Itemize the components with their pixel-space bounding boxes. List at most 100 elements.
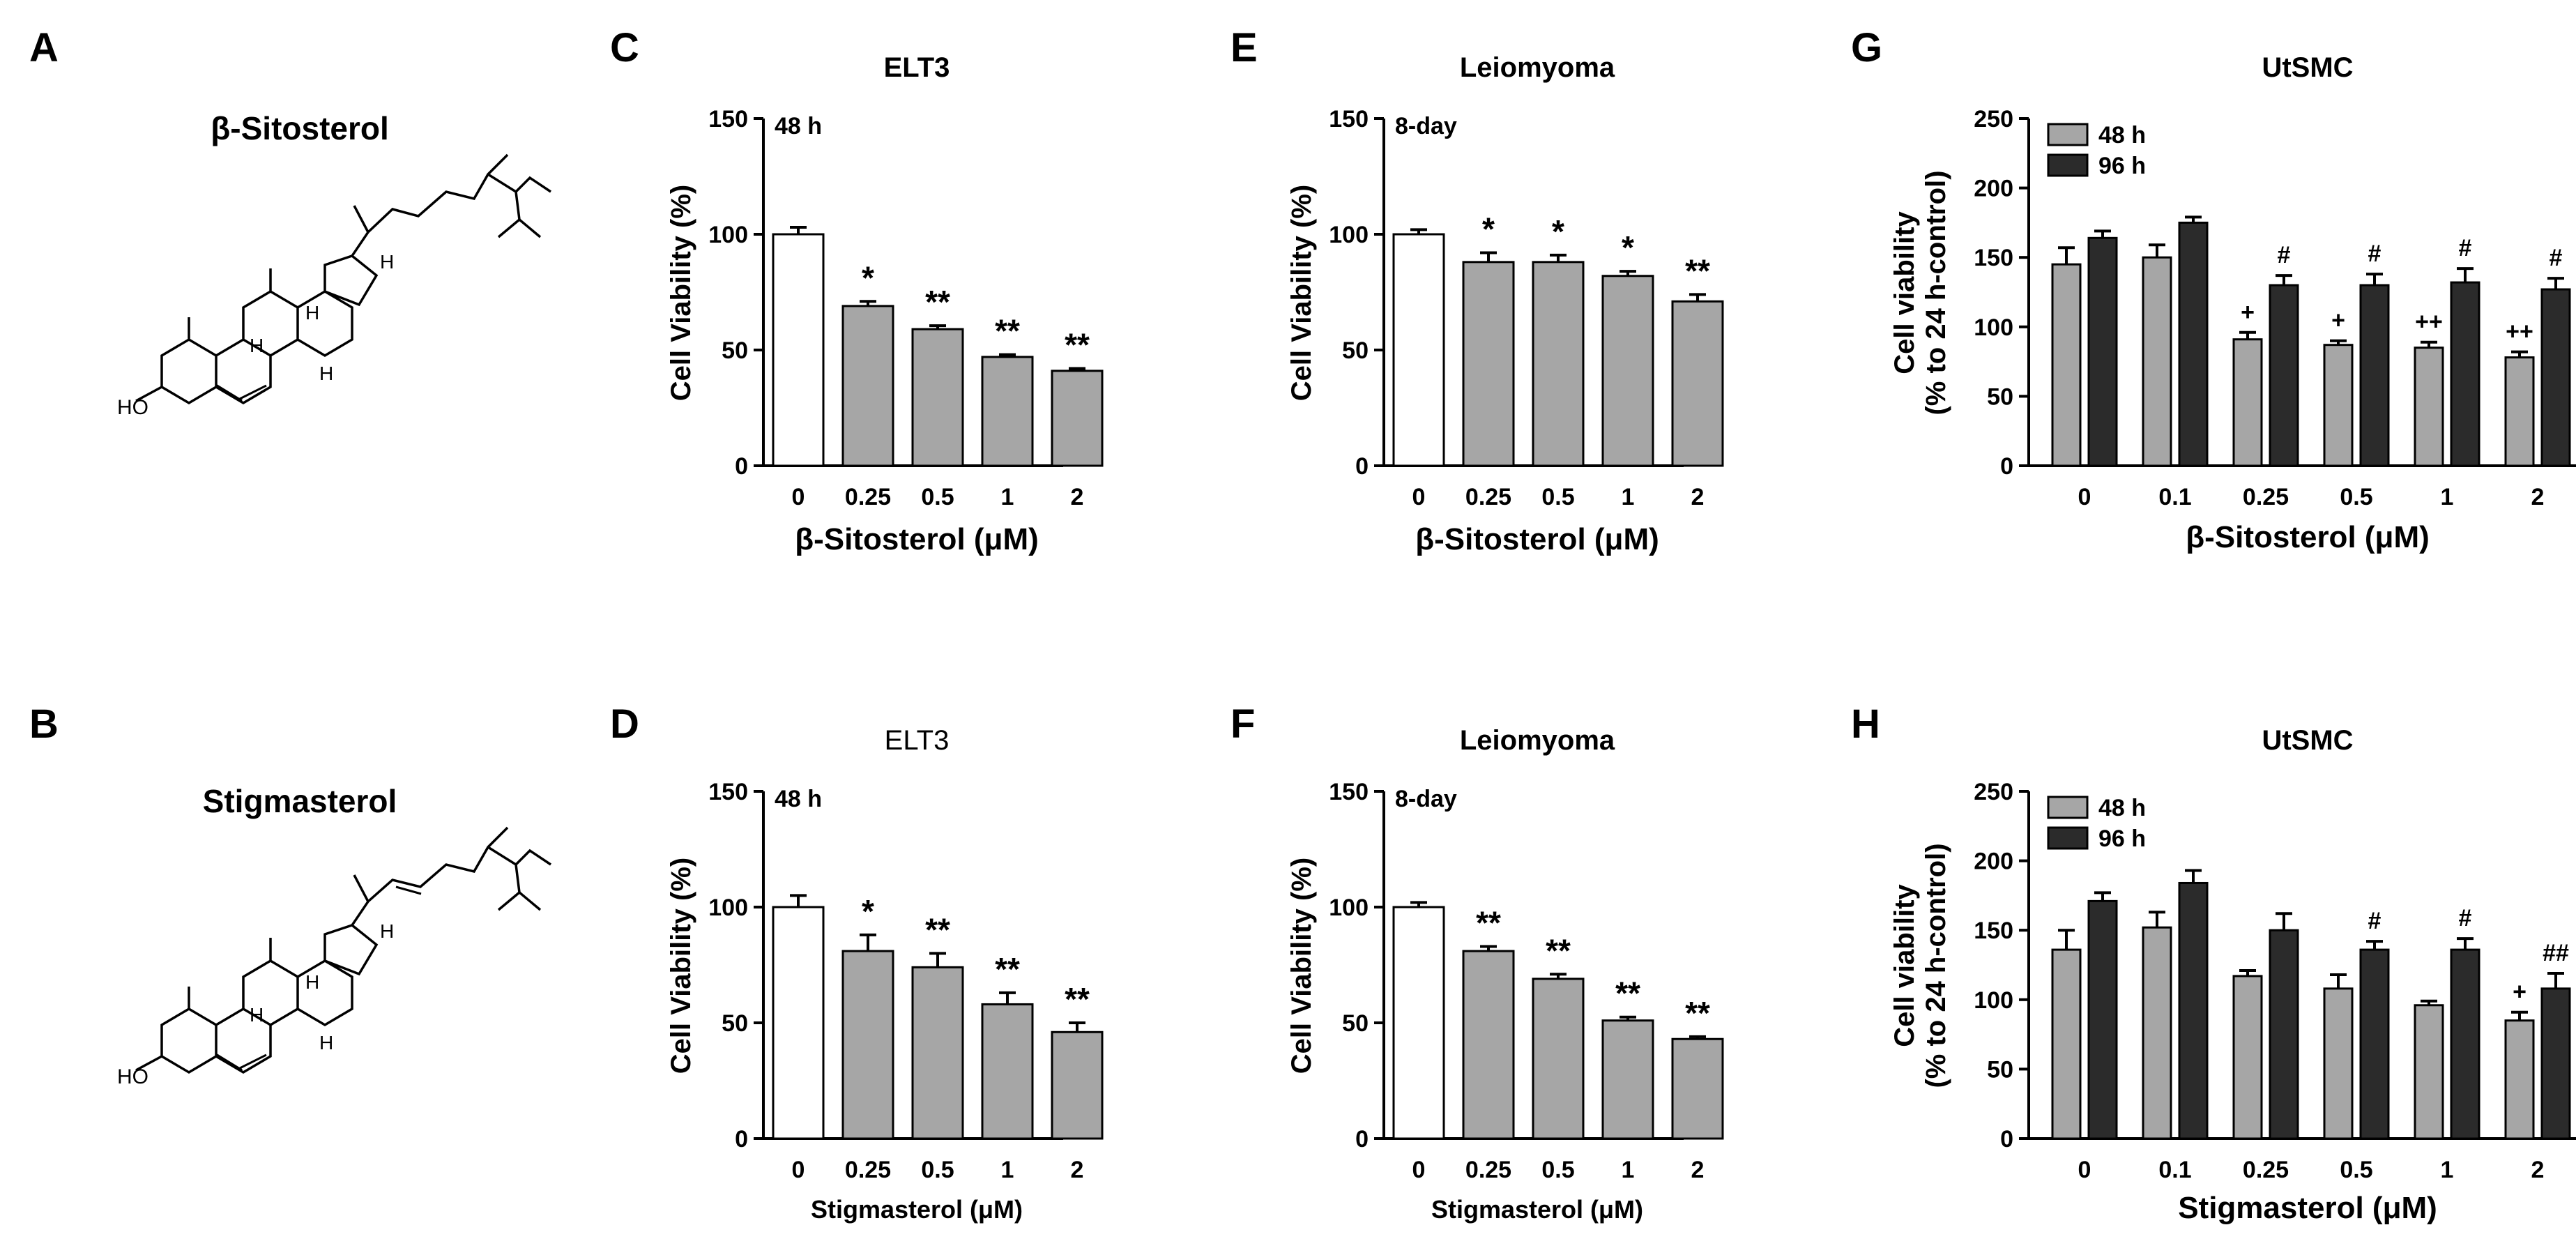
chart-c-xtick-label: 0.25 bbox=[845, 484, 891, 510]
chart-e-ytick-label: 50 bbox=[1342, 337, 1369, 364]
chart-e-xtick-label: 0 bbox=[1412, 484, 1426, 510]
chart-d-xtick-label: 1 bbox=[1001, 1157, 1014, 1183]
chart-g-xtick-label: 0.5 bbox=[2340, 484, 2372, 510]
chart-e-xtick-label: 0.25 bbox=[1465, 484, 1511, 510]
chart-g-ylabel: Cell viability bbox=[1889, 211, 1920, 374]
chart-g-ytick-label: 250 bbox=[1974, 106, 2013, 132]
chart-e-sig-label: * bbox=[1482, 211, 1495, 248]
structure-a-h3: H bbox=[319, 363, 333, 384]
chart-g-bar bbox=[2540, 288, 2571, 467]
chart-f-bar bbox=[1392, 906, 1445, 1140]
chart-f-bar bbox=[1532, 978, 1585, 1140]
chart-e-sig-label: * bbox=[1552, 213, 1564, 250]
chart-e-title: Leiomyoma bbox=[1460, 52, 1615, 83]
panel-letter-h: H bbox=[1851, 701, 1880, 747]
chart-c-sig-label: ** bbox=[1065, 327, 1090, 363]
chart-g-sig-label: # bbox=[2459, 235, 2472, 261]
chart-h-bar bbox=[2051, 948, 2082, 1140]
chart-g-legend-swatch bbox=[2047, 123, 2089, 146]
chart-h-ytick-label: 250 bbox=[1974, 779, 2013, 805]
chart-h-sig-label: # bbox=[2368, 908, 2381, 934]
chart-g-legend-label: 96 h bbox=[2098, 153, 2146, 179]
chart-d-xtick-label: 0 bbox=[792, 1157, 805, 1183]
chart-f-ylabel: Cell Viability (%) bbox=[1286, 858, 1317, 1074]
chart-h-bar bbox=[2269, 929, 2299, 1140]
chart-d-xtick-label: 0.25 bbox=[845, 1157, 891, 1183]
chart-f-ytick-label: 150 bbox=[1329, 779, 1369, 805]
chart-d-xlabel: Stigmasterol (μM) bbox=[811, 1195, 1023, 1224]
chart-f-bar bbox=[1462, 950, 1515, 1140]
chart-c-bar bbox=[1051, 370, 1104, 467]
structure-a-rings bbox=[135, 153, 551, 405]
chart-d-xtick-label: 0.5 bbox=[921, 1157, 954, 1183]
chart-c-xtick-label: 0.5 bbox=[921, 484, 954, 510]
chart-c: ELT3 48 h Cell Viability (%) β-Sitostero… bbox=[666, 52, 1104, 556]
chart-h-ylabel: Cell viability bbox=[1889, 884, 1920, 1047]
chart-e-ytick-label: 100 bbox=[1329, 222, 1369, 248]
chart-f-xtick-label: 2 bbox=[1691, 1157, 1705, 1183]
chart-g-ylabel2: (% to 24 h-control) bbox=[1921, 170, 1951, 415]
chart-c-bar bbox=[772, 233, 825, 467]
panel-letter-a: A bbox=[29, 25, 59, 70]
chart-g-bar bbox=[2504, 356, 2535, 467]
panel-letter-b: B bbox=[29, 701, 59, 747]
chart-d-title: ELT3 bbox=[885, 725, 950, 756]
chart-c-bar bbox=[841, 305, 894, 467]
structure-a-ho: HO bbox=[117, 396, 148, 419]
chart-g-sig-label: # bbox=[2368, 241, 2381, 267]
chart-g-legend-label: 48 h bbox=[2098, 122, 2146, 149]
chart-e-annotation: 8-day bbox=[1395, 113, 1457, 139]
chart-h-legend-swatch bbox=[2047, 826, 2089, 850]
structure-stigmasterol: Stigmasterol HO H H H H bbox=[117, 783, 551, 1088]
chart-g-bar bbox=[2359, 284, 2390, 467]
chart-h-bar bbox=[2414, 1004, 2444, 1140]
chart-f-xtick-label: 1 bbox=[1622, 1157, 1635, 1183]
chart-h-sig-label: ## bbox=[2543, 940, 2569, 966]
chart-h-bar bbox=[2142, 926, 2172, 1140]
chart-e-xlabel: β-Sitosterol (μM) bbox=[1415, 522, 1659, 556]
structure-b-rings bbox=[135, 826, 551, 1074]
chart-h-legend-label: 48 h bbox=[2098, 795, 2146, 821]
chart-g-ytick-label: 100 bbox=[1974, 314, 2013, 341]
chart-g-bar bbox=[2232, 338, 2263, 467]
chart-g-bar bbox=[2450, 281, 2480, 467]
chart-c-annotation: 48 h bbox=[775, 113, 822, 139]
chart-e-sig-label: ** bbox=[1685, 252, 1710, 289]
chart-e-xtick-label: 0.5 bbox=[1541, 484, 1574, 510]
chart-d-bar bbox=[911, 966, 964, 1140]
chart-h-ylabel2: (% to 24 h-control) bbox=[1921, 843, 1951, 1088]
chart-e-xtick-label: 2 bbox=[1691, 484, 1705, 510]
chart-d: ELT3 48 h Cell Viability (%) Stigmastero… bbox=[666, 725, 1104, 1224]
structure-a-h2: H bbox=[305, 302, 319, 324]
chart-h-ytick-label: 150 bbox=[1974, 918, 2013, 944]
chart-c-xtick-label: 0 bbox=[792, 484, 805, 510]
chart-c-sig-label: * bbox=[862, 259, 874, 296]
chart-g-ytick-label: 200 bbox=[1974, 176, 2013, 202]
chart-f-bar bbox=[1671, 1037, 1724, 1140]
chart-g-xtick-label: 0.25 bbox=[2243, 484, 2289, 510]
chart-f-sig-label: ** bbox=[1546, 932, 1571, 968]
chart-f: Leiomyoma 8-day Cell Viability (%) Stigm… bbox=[1286, 725, 1724, 1224]
chart-c-ytick-label: 0 bbox=[735, 453, 748, 480]
chart-h-sig-label: + bbox=[2513, 979, 2527, 1005]
structure-a-h1: H bbox=[250, 335, 264, 356]
chart-c-xtick-label: 1 bbox=[1001, 484, 1014, 510]
chart-d-ytick-label: 50 bbox=[722, 1010, 748, 1037]
chart-f-ytick-label: 0 bbox=[1355, 1126, 1369, 1153]
chart-g-legend-swatch bbox=[2047, 153, 2089, 177]
chart-e-bar bbox=[1392, 233, 1445, 467]
chart-g-ytick-label: 150 bbox=[1974, 245, 2013, 271]
chart-g-xtick-label: 1 bbox=[2441, 484, 2454, 510]
chart-f-sig-label: ** bbox=[1476, 904, 1501, 941]
panel-letter-f: F bbox=[1230, 701, 1255, 747]
structure-a-name: β-Sitosterol bbox=[211, 110, 389, 146]
chart-g-xtick-label: 0 bbox=[2078, 484, 2091, 510]
chart-d-sig-label: ** bbox=[1065, 981, 1090, 1017]
chart-c-sig-label: ** bbox=[995, 313, 1020, 349]
chart-h-xtick-label: 1 bbox=[2441, 1157, 2454, 1183]
chart-e: Leiomyoma 8-day Cell Viability (%) β-Sit… bbox=[1286, 52, 1724, 556]
chart-h-bar bbox=[2323, 987, 2354, 1140]
chart-e-ytick-label: 0 bbox=[1355, 453, 1369, 480]
chart-g-bar bbox=[2087, 236, 2118, 467]
chart-h-bar bbox=[2504, 1019, 2535, 1140]
